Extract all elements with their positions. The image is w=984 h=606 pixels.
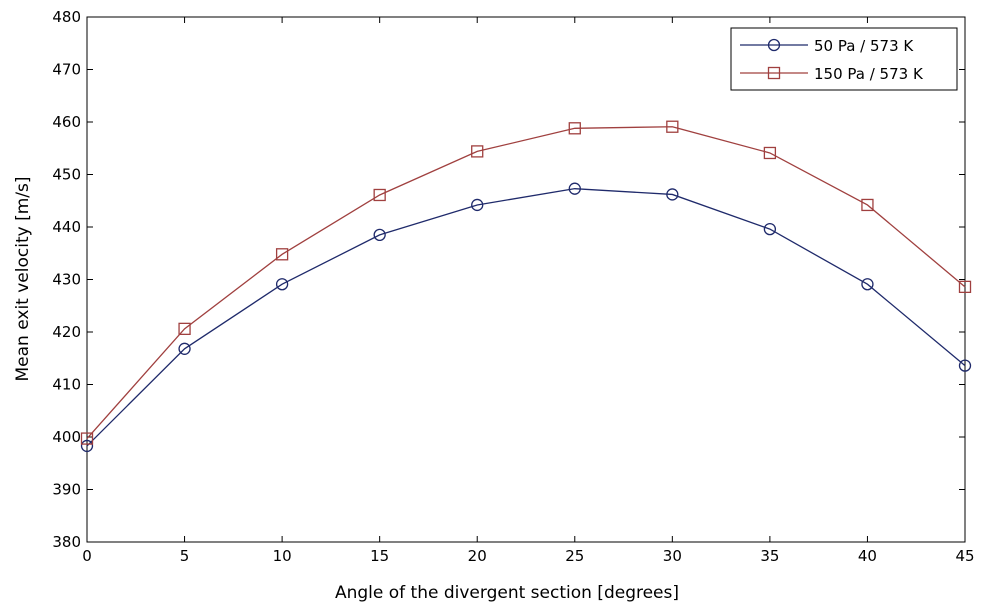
y-tick-label: 430 [52, 271, 81, 289]
y-tick-label: 400 [52, 428, 81, 446]
y-tick-label: 460 [52, 113, 81, 131]
x-tick-label: 15 [370, 547, 389, 565]
series-1-line [86, 188, 966, 447]
legend: 50 Pa / 573 K 150 Pa / 573 K [730, 27, 958, 91]
legend-label-series-1: 50 Pa / 573 K [814, 37, 914, 55]
series-2 [80, 120, 972, 445]
series-1-point [80, 439, 94, 453]
series-1-point [666, 188, 679, 201]
series-2-point [471, 145, 484, 158]
series-layer [80, 120, 972, 453]
series-2-point [275, 248, 289, 261]
y-tick-label: 470 [52, 61, 81, 79]
y-tick-label: 450 [52, 166, 81, 184]
series-2-point [763, 146, 777, 160]
x-tick-label: 10 [273, 547, 292, 565]
series-2-line [86, 126, 966, 440]
series-1-point [275, 278, 289, 291]
x-tick-label: 20 [468, 547, 487, 565]
series-1-point [568, 182, 581, 195]
series-1-point [958, 359, 972, 372]
series-2-point [80, 432, 94, 445]
series-2-point [178, 322, 191, 336]
legend-box [730, 27, 958, 91]
plot-area [86, 16, 966, 543]
series-1 [80, 182, 972, 453]
x-tick-label: 5 [180, 547, 190, 565]
y-tick-label: 390 [52, 481, 81, 499]
legend-marker-series-2 [767, 66, 781, 80]
y-tick-label: 480 [52, 8, 81, 26]
y-tick-label: 440 [52, 218, 81, 236]
x-axis-ticks: 0 5 10 15 20 25 30 35 40 45 [82, 17, 975, 565]
legend-marker-series-1 [767, 38, 781, 52]
legend-label-series-2: 150 Pa / 573 K [814, 65, 924, 83]
y-axis-ticks: 380 390 400 410 420 430 440 450 460 470 480 [52, 8, 965, 551]
x-axis-label: Angle of the divergent section [degrees] [335, 583, 679, 603]
series-2-point [373, 188, 386, 202]
series-1-point [763, 222, 777, 236]
x-tick-label: 0 [82, 547, 92, 565]
x-tick-label: 35 [760, 547, 779, 565]
series-2-point [861, 198, 874, 212]
x-tick-label: 40 [858, 547, 877, 565]
x-tick-label: 25 [565, 547, 584, 565]
series-2-point [958, 280, 972, 294]
series-1-point [861, 278, 874, 291]
y-axis-label: Mean exit velocity [m/s] [13, 177, 33, 382]
y-tick-label: 420 [52, 323, 81, 341]
series-2-point [666, 120, 679, 133]
x-tick-label: 30 [663, 547, 682, 565]
y-tick-label: 410 [52, 376, 81, 394]
series-1-point [471, 198, 484, 212]
series-2-point [568, 122, 581, 135]
series-1-point [373, 228, 386, 242]
y-tick-label: 380 [52, 533, 81, 551]
x-tick-label: 45 [955, 547, 974, 565]
series-1-point [178, 342, 191, 355]
